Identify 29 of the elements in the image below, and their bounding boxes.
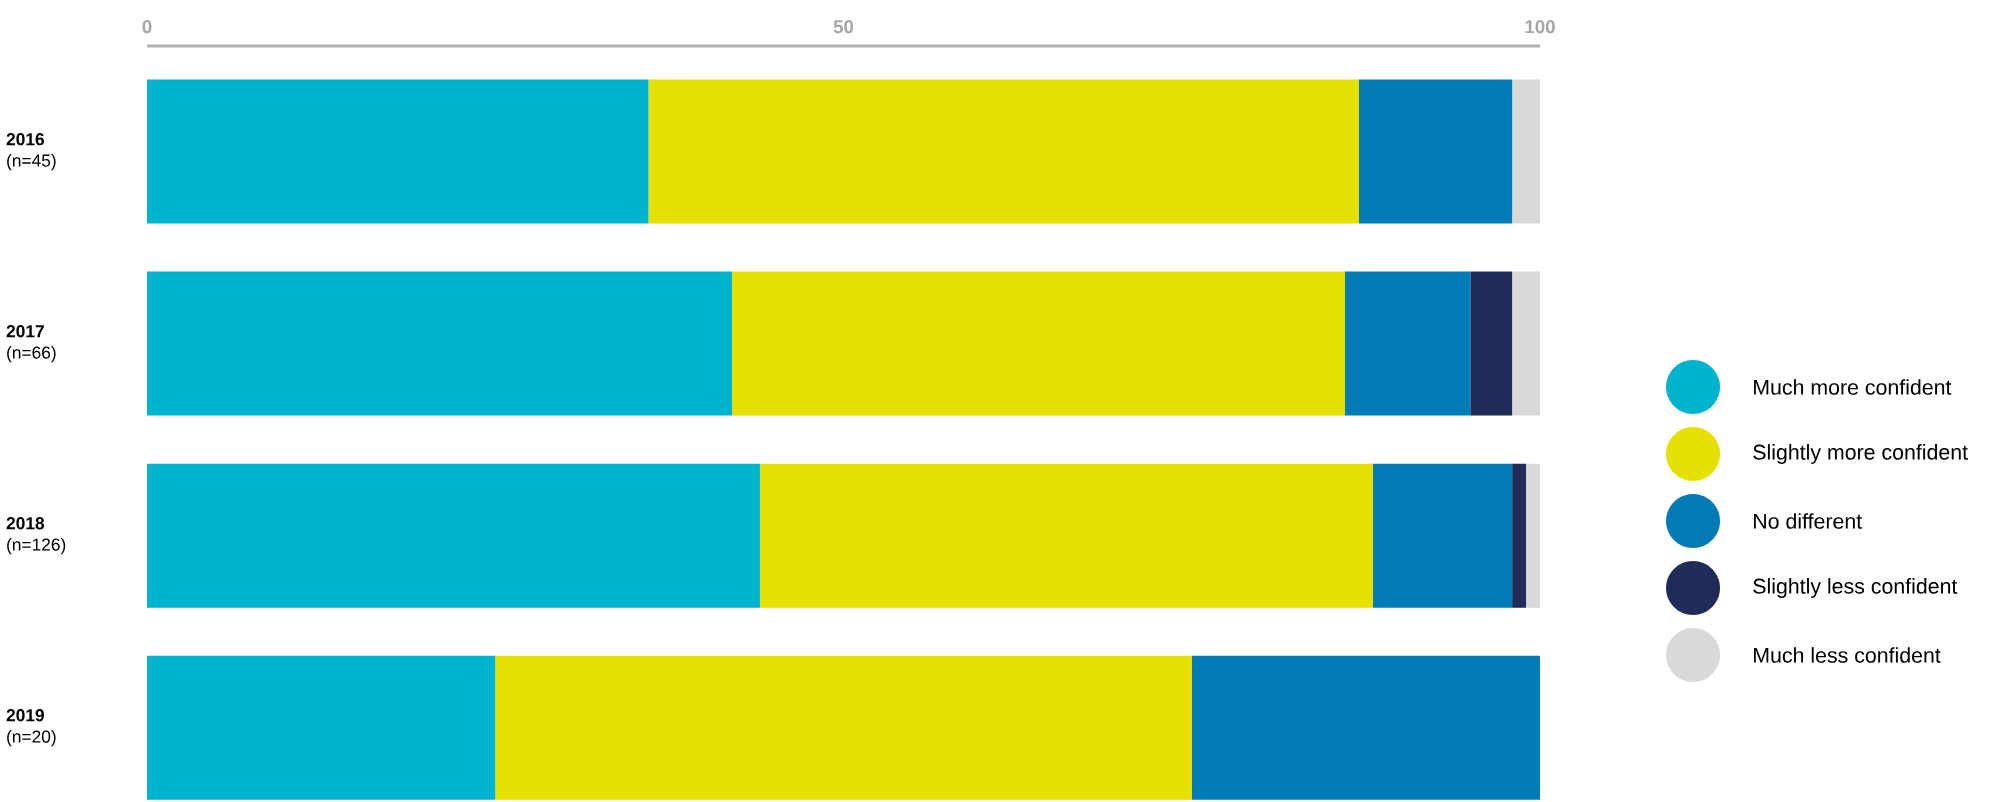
bar xyxy=(1512,463,1527,608)
bar xyxy=(1512,79,1540,224)
y-tick-label: 2016 (n=45) xyxy=(6,133,56,171)
bar xyxy=(1372,463,1513,608)
bar xyxy=(1470,271,1513,416)
text: Much less confident xyxy=(1754,647,1941,663)
x-tick-label: 0 xyxy=(142,20,152,34)
bar xyxy=(1344,271,1471,416)
bar xyxy=(147,463,760,608)
x-tick-label: 100 xyxy=(1525,20,1555,34)
bar xyxy=(495,655,1192,800)
bar xyxy=(1512,271,1540,416)
bar xyxy=(1358,79,1513,224)
bar xyxy=(147,79,649,224)
text: Slightly less confident xyxy=(1753,578,1958,598)
text: No different xyxy=(1754,513,1863,529)
bar xyxy=(147,271,733,416)
bar xyxy=(648,79,1359,224)
bar xyxy=(147,655,496,800)
x-tick-label: 50 xyxy=(833,20,854,34)
y-tick-label: 2019 (n=20) xyxy=(6,709,56,747)
text: Much more confident xyxy=(1754,379,1952,395)
bar xyxy=(1191,655,1540,800)
bar xyxy=(732,271,1345,416)
text: Slightly more confident xyxy=(1753,444,1968,464)
bar xyxy=(759,463,1373,608)
y-tick-label: 2018 (n=126) xyxy=(6,517,66,555)
bar xyxy=(1526,463,1540,608)
y-tick-label: 2017 (n=66) xyxy=(6,325,56,363)
